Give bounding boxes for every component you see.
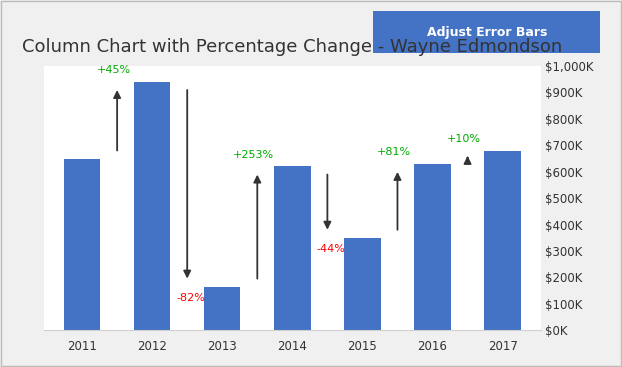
Bar — [64, 159, 100, 330]
Title: Column Chart with Percentage Change - Wayne Edmondson: Column Chart with Percentage Change - Wa… — [22, 38, 562, 56]
Bar — [274, 167, 310, 330]
Bar — [134, 82, 170, 330]
Text: +45%: +45% — [96, 65, 131, 75]
Text: -82%: -82% — [176, 293, 205, 303]
Text: Adjust Error Bars: Adjust Error Bars — [427, 26, 547, 39]
Text: +10%: +10% — [447, 134, 481, 144]
Bar — [204, 287, 241, 330]
Text: -44%: -44% — [317, 244, 345, 254]
Bar — [414, 164, 451, 330]
Bar — [485, 150, 521, 330]
Bar — [344, 238, 381, 330]
Text: +81%: +81% — [377, 147, 411, 157]
Text: +253%: +253% — [233, 150, 274, 160]
